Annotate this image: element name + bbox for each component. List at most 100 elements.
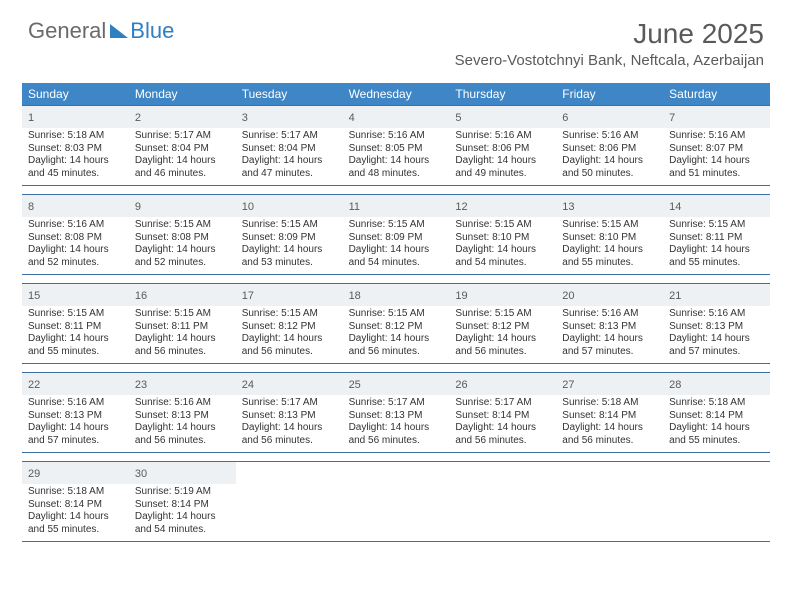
- sunrise-line: Sunrise: 5:16 AM: [28, 219, 123, 232]
- day-info: Sunrise: 5:15 AMSunset: 8:12 PMDaylight:…: [455, 308, 550, 358]
- day-number-row: 20: [556, 284, 663, 306]
- title-month: June 2025: [455, 18, 764, 50]
- week-row: 15Sunrise: 5:15 AMSunset: 8:11 PMDayligh…: [22, 283, 770, 364]
- day-number-row: 25: [343, 373, 450, 395]
- day-number-row: 16: [129, 284, 236, 306]
- day-info: Sunrise: 5:15 AMSunset: 8:11 PMDaylight:…: [669, 219, 764, 269]
- sunset-line: Sunset: 8:09 PM: [242, 232, 337, 245]
- day-cell: 6Sunrise: 5:16 AMSunset: 8:06 PMDaylight…: [556, 106, 663, 185]
- title-block: June 2025 Severo-Vostotchnyi Bank, Neftc…: [455, 18, 764, 69]
- day-number: 26: [455, 379, 467, 391]
- daylight-line: Daylight: 14 hours and 48 minutes.: [349, 155, 444, 180]
- day-number: 13: [562, 201, 574, 213]
- day-number-row: 13: [556, 195, 663, 217]
- daylight-line: Daylight: 14 hours and 46 minutes.: [135, 155, 230, 180]
- day-number-row: 15: [22, 284, 129, 306]
- day-cell: 14 Sunrise: 5:15 AMSunset: 8:11 PMDayligh…: [663, 195, 770, 274]
- day-cell: 20Sunrise: 5:16 AMSunset: 8:13 PMDayligh…: [556, 284, 663, 363]
- sunrise-line: Sunrise: 5:15 AM: [349, 219, 444, 232]
- daylight-line: Daylight: 14 hours and 55 minutes.: [562, 244, 657, 269]
- day-of-week-header: Thursday: [449, 83, 556, 105]
- sunrise-line: Sunrise: 5:15 AM: [135, 308, 230, 321]
- day-cell: 24Sunrise: 5:17 AMSunset: 8:13 PMDayligh…: [236, 373, 343, 452]
- day-info: Sunrise: 5:17 AMSunset: 8:13 PMDaylight:…: [349, 397, 444, 447]
- logo: General Blue: [28, 18, 174, 44]
- day-cell: 11Sunrise: 5:15 AMSunset: 8:09 PMDayligh…: [343, 195, 450, 274]
- day-number: 27: [562, 379, 574, 391]
- sunrise-line: Sunrise: 5:15 AM: [135, 219, 230, 232]
- day-info: Sunrise: 5:18 AMSunset: 8:14 PMDaylight:…: [28, 486, 123, 536]
- sunrise-line: Sunrise: 5:15 AM: [562, 219, 657, 232]
- day-number-row: 6: [556, 106, 663, 128]
- day-info: Sunrise: 5:15 AMSunset: 8:10 PMDaylight:…: [455, 219, 550, 269]
- sunset-line: Sunset: 8:05 PM: [349, 143, 444, 156]
- day-info: Sunrise: 5:18 AMSunset: 8:14 PMDaylight:…: [562, 397, 657, 447]
- sunrise-line: Sunrise: 5:15 AM: [455, 308, 550, 321]
- sunset-line: Sunset: 8:08 PM: [28, 232, 123, 245]
- day-number: 23: [135, 379, 147, 391]
- daylight-line: Daylight: 14 hours and 55 minutes.: [669, 422, 764, 447]
- day-number-row: 19: [449, 284, 556, 306]
- sunrise-line: Sunrise: 5:15 AM: [455, 219, 550, 232]
- daylight-line: Daylight: 14 hours and 56 minutes.: [135, 333, 230, 358]
- sunset-line: Sunset: 8:11 PM: [669, 232, 764, 245]
- daylight-line: Daylight: 14 hours and 53 minutes.: [242, 244, 337, 269]
- sunset-line: Sunset: 8:04 PM: [242, 143, 337, 156]
- week-row: 1Sunrise: 5:18 AMSunset: 8:03 PMDaylight…: [22, 105, 770, 186]
- day-info: Sunrise: 5:16 AMSunset: 8:13 PMDaylight:…: [28, 397, 123, 447]
- sunrise-line: Sunrise: 5:17 AM: [242, 397, 337, 410]
- day-cell-empty: [343, 462, 450, 541]
- day-info: Sunrise: 5:19 AMSunset: 8:14 PMDaylight:…: [135, 486, 230, 536]
- sunset-line: Sunset: 8:13 PM: [562, 321, 657, 334]
- day-number: 4: [349, 112, 355, 124]
- day-info: Sunrise: 5:16 AMSunset: 8:05 PMDaylight:…: [349, 130, 444, 180]
- day-number: 6: [562, 112, 568, 124]
- day-info: Sunrise: 5:15 AMSunset: 8:11 PMDaylight:…: [135, 308, 230, 358]
- calendar: SundayMondayTuesdayWednesdayThursdayFrid…: [22, 83, 770, 542]
- day-number-row: 26: [449, 373, 556, 395]
- day-info: Sunrise: 5:15 AMSunset: 8:08 PMDaylight:…: [135, 219, 230, 269]
- day-cell: 23 Sunrise: 5:16 AMSunset: 8:13 PMDayligh…: [129, 373, 236, 452]
- day-number-row: 14: [663, 195, 770, 217]
- day-number: 14: [669, 201, 681, 213]
- day-info: Sunrise: 5:17 AMSunset: 8:04 PMDaylight:…: [135, 130, 230, 180]
- sunset-line: Sunset: 8:09 PM: [349, 232, 444, 245]
- sunset-line: Sunset: 8:13 PM: [135, 410, 230, 423]
- day-info: Sunrise: 5:17 AMSunset: 8:14 PMDaylight:…: [455, 397, 550, 447]
- daylight-line: Daylight: 14 hours and 56 minutes.: [349, 333, 444, 358]
- sunrise-line: Sunrise: 5:19 AM: [135, 486, 230, 499]
- day-number: 22: [28, 379, 40, 391]
- day-cell: 7Sunrise: 5:16 AMSunset: 8:07 PMDaylight…: [663, 106, 770, 185]
- day-cell: 28Sunrise: 5:18 AMSunset: 8:14 PMDayligh…: [663, 373, 770, 452]
- daylight-line: Daylight: 14 hours and 50 minutes.: [562, 155, 657, 180]
- sunset-line: Sunset: 8:12 PM: [455, 321, 550, 334]
- logo-text-blue: Blue: [130, 18, 174, 44]
- day-info: Sunrise: 5:15 AMSunset: 8:09 PMDaylight:…: [349, 219, 444, 269]
- daylight-line: Daylight: 14 hours and 52 minutes.: [135, 244, 230, 269]
- day-info: Sunrise: 5:18 AMSunset: 8:03 PMDaylight:…: [28, 130, 123, 180]
- day-number-row: 10: [236, 195, 343, 217]
- sunrise-line: Sunrise: 5:18 AM: [28, 130, 123, 143]
- day-of-week-header: Tuesday: [236, 83, 343, 105]
- day-cell: 16Sunrise: 5:15 AMSunset: 8:11 PMDayligh…: [129, 284, 236, 363]
- sunset-line: Sunset: 8:08 PM: [135, 232, 230, 245]
- day-cell: 22 Sunrise: 5:16 AMSunset: 8:13 PMDayligh…: [22, 373, 129, 452]
- day-number-row: 4: [343, 106, 450, 128]
- sunset-line: Sunset: 8:10 PM: [562, 232, 657, 245]
- sunset-line: Sunset: 8:06 PM: [562, 143, 657, 156]
- day-number-row: 9: [129, 195, 236, 217]
- daylight-line: Daylight: 14 hours and 57 minutes.: [562, 333, 657, 358]
- day-info: Sunrise: 5:16 AMSunset: 8:13 PMDaylight:…: [135, 397, 230, 447]
- daylight-line: Daylight: 14 hours and 56 minutes.: [242, 333, 337, 358]
- day-number: 5: [455, 112, 461, 124]
- day-number: 12: [455, 201, 467, 213]
- sunset-line: Sunset: 8:14 PM: [28, 499, 123, 512]
- day-number-row: 23: [129, 373, 236, 395]
- sunrise-line: Sunrise: 5:16 AM: [28, 397, 123, 410]
- day-cell: 3Sunrise: 5:17 AMSunset: 8:04 PMDaylight…: [236, 106, 343, 185]
- sunset-line: Sunset: 8:11 PM: [135, 321, 230, 334]
- week-row: 8Sunrise: 5:16 AMSunset: 8:08 PMDaylight…: [22, 194, 770, 275]
- day-cell: 4 Sunrise: 5:16 AMSunset: 8:05 PMDaylight…: [343, 106, 450, 185]
- day-info: Sunrise: 5:16 AMSunset: 8:08 PMDaylight:…: [28, 219, 123, 269]
- logo-text-general: General: [28, 18, 106, 44]
